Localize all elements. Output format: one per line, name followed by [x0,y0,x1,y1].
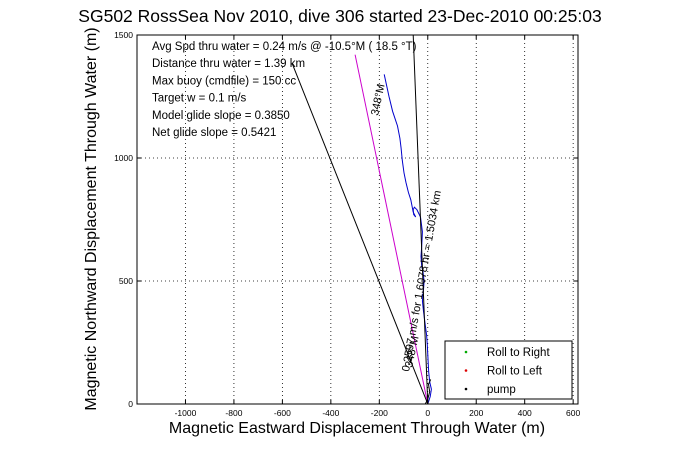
stat-line: Net glide slope = 0.5421 [152,127,276,139]
y-tick-label: 500 [119,276,133,286]
legend-label: Roll to Right [487,347,550,359]
x-tick-label: -800 [225,408,242,418]
stat-line: Target w = 0.1 m/s [152,93,247,105]
x-tick-label: 400 [518,408,532,418]
chart-title: SG502 RossSea Nov 2010, dive 306 started… [78,6,601,26]
x-axis-label: Magnetic Eastward Displacement Through W… [169,420,545,437]
legend-marker [464,369,468,372]
series-line-5 [424,379,432,405]
series-line-2 [354,54,429,405]
x-tick-label: -600 [274,408,291,418]
legend-label: pump [487,384,516,396]
x-tick-label: -200 [371,408,388,418]
legend: Roll to Right Roll to Left pump [444,340,573,400]
series-line-3 [412,34,429,405]
stat-line: Avg Spd thru water = 0.24 m/s @ -10.5°M … [152,41,417,53]
heading-label-upper: 348°M [369,83,387,117]
stats-annotations: Avg Spd thru water = 0.24 m/s @ -10.5°M … [152,41,417,139]
series-line-4 [291,63,429,405]
legend-label: Roll to Left [487,366,543,378]
plot-area-frame [136,34,579,405]
y-tick-label: 1000 [114,153,133,163]
y-axis-label: Magnetic Northward Displacement Through … [83,27,100,410]
legend-marker [464,350,468,354]
x-tick-label: 0 [425,408,430,418]
stat-line: Distance thru water = 1.39 km [152,58,305,70]
stat-line: Model glide slope = 0.3850 [152,110,290,122]
stat-line: Max buoy (cmdfile) = 150 cc [152,75,296,87]
y-tick-label: 1500 [114,30,133,40]
legend-marker [464,387,468,391]
x-tick-label: -1000 [175,408,197,418]
y-tick-label: 0 [128,399,133,409]
x-tick-label: 200 [469,408,483,418]
series-layer [291,34,432,405]
x-tick-label: -400 [322,408,339,418]
axis-ticks: -1000 -800 -600 -400 -200 0 200 400 600 0 500 1000 1… [114,30,580,418]
series-line-1 [383,74,432,405]
x-tick-label: 600 [566,408,580,418]
